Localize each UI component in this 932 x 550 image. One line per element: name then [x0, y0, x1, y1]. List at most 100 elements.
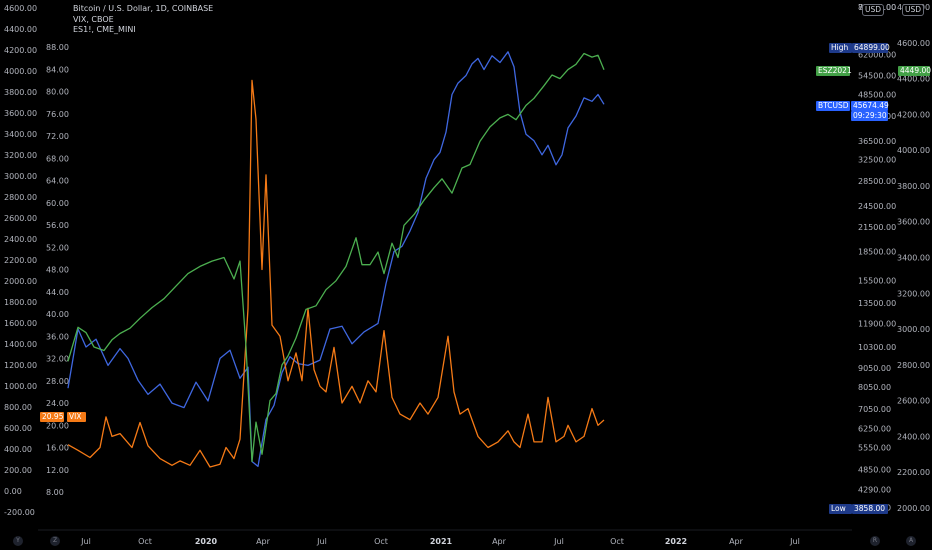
es-axis-tick-3600-00: 3600.00	[897, 218, 930, 227]
es-price-axis[interactable]: 4800.004600.004400.004200.004000.003800.…	[897, 3, 930, 513]
btc-axis-tick-6250-00: 6250.00	[858, 424, 891, 433]
low-label-tag-text: Low	[831, 504, 846, 513]
price-tags: High 64899.00 Low 3858.00 BTCUSD 45674.4909:2…	[40, 43, 931, 514]
time-tick-oct-1: Oct	[138, 537, 152, 546]
time-tick-2022-10: 2022	[665, 537, 687, 546]
btc-axis-tick-5550-00: 5550.00	[858, 444, 891, 453]
left-axis-tick-200-00: 200.00	[4, 466, 32, 475]
vix-axis-tick-64-00: 64.00	[46, 177, 69, 186]
es-value-tag-box	[898, 66, 930, 76]
left-axis-tick-3800-00: 3800.00	[4, 88, 37, 97]
vix-axis-tick-40-00: 40.00	[46, 310, 69, 319]
btc-axis-tick-11900-00: 11900.00	[858, 319, 896, 328]
btc-axis-tick-8050-00: 8050.00	[858, 383, 891, 392]
left-axis-tick-1600-00: 1600.00	[4, 319, 37, 328]
legend-vix[interactable]: VIX, CBOE	[73, 14, 114, 24]
vix-axis-tick-44-00: 44.00	[46, 288, 69, 297]
time-tick-apr-7: Apr	[492, 537, 507, 546]
left-axis-tick-4200-00: 4200.00	[4, 46, 37, 55]
vix-axis-tick-68-00: 68.00	[46, 154, 69, 163]
currency-button-btc[interactable]: USD	[862, 4, 885, 16]
vix-value-tag-text: 20.95	[42, 412, 64, 421]
time-tick-apr-11: Apr	[729, 537, 744, 546]
time-tick-jul-4: Jul	[316, 537, 327, 546]
es-axis-tick-4600-00: 4600.00	[897, 39, 930, 48]
left-axis-tick-1200-00: 1200.00	[4, 361, 37, 370]
left-axis-tick-1400-00: 1400.00	[4, 340, 37, 349]
es-axis-tick-3000-00: 3000.00	[897, 325, 930, 334]
left-axis-tick-1800-00: 1800.00	[4, 298, 37, 307]
legend-btc[interactable]: Bitcoin / U.S. Dollar, 1D, COINBASE	[73, 4, 214, 13]
left-axis-tick-4000-00: 4000.00	[4, 67, 37, 76]
vix-axis-tick-36-00: 36.00	[46, 332, 69, 341]
vix-price-axis[interactable]: 88.00 84.00 80.00 76.00 72.00 68.00 64.00 60.00…	[46, 43, 69, 497]
btc-axis-tick-28500-00: 28500.00	[858, 177, 896, 186]
btc-axis-tick-7050-00: 7050.00	[858, 405, 891, 414]
btc-axis-tick-9050-00: 9050.00	[858, 364, 891, 373]
nav-button-r[interactable]: R	[870, 536, 880, 546]
left-axis-tick-4600-00: 4600.00	[4, 4, 37, 13]
left-axis-tick-2400-00: 2400.00	[4, 235, 37, 244]
btc-axis-tick-54500-00: 54500.00	[858, 71, 896, 80]
vix-value-tag-box	[40, 412, 64, 422]
time-tick-oct-5: Oct	[374, 537, 388, 546]
low-label-tag-box	[829, 504, 852, 514]
vix-axis-tick-60-00: 60.00	[46, 199, 69, 208]
high-label-tag-text: High	[831, 43, 848, 52]
vix-axis-tick-8-00: 8.00	[46, 488, 64, 497]
time-tick-jul-8: Jul	[553, 537, 564, 546]
chart-legend: Bitcoin / U.S. Dollar, 1D, COINBASE VIX,…	[73, 4, 213, 36]
left-axis-tick-200-00: -200.00	[4, 508, 35, 517]
high-value-tag-text: 64899.00	[854, 43, 890, 52]
left-axis-tick-2000-00: 2000.00	[4, 277, 37, 286]
vix-axis-tick-20-00: 20.00	[46, 421, 69, 430]
left-axis-tick-3000-00: 3000.00	[4, 172, 37, 181]
time-tick-jul-0: Jul	[80, 537, 91, 546]
btc-axis-tick-10300-00: 10300.00	[858, 343, 896, 352]
vix-axis-tick-24-00: 24.00	[46, 399, 69, 408]
es-label-tag-box	[816, 66, 850, 76]
nav-button-a[interactable]: A	[906, 536, 916, 546]
btc-axis-tick-24500-00: 24500.00	[858, 202, 896, 211]
vix-axis-tick-56-00: 56.00	[46, 221, 69, 230]
es-axis-tick-4000-00: 4000.00	[897, 146, 930, 155]
vix-axis-tick-52-00: 52.00	[46, 243, 69, 252]
es-label-tag-text: ESZ2021	[818, 66, 852, 75]
nav-button-y[interactable]: Y	[13, 536, 23, 546]
series-line-bitcoin-u-s-dollar	[67, 51, 605, 468]
es-axis-tick-2000-00: 2000.00	[897, 504, 930, 513]
series-layer	[67, 51, 605, 468]
left-price-axis[interactable]: 4600.00 4400.00 4200.00 4000.00 3800.00 3600.…	[4, 4, 37, 517]
es-axis-tick-3800-00: 3800.00	[897, 182, 930, 191]
btc-axis-tick-4850-00: 4850.00	[858, 466, 891, 475]
btc-axis-tick-21500-00: 21500.00	[858, 223, 896, 232]
currency-button-es[interactable]: USD	[902, 4, 925, 16]
left-axis-tick-0-00: 0.00	[4, 487, 22, 496]
high-value-tag-box	[852, 43, 888, 53]
left-axis-tick-4400-00: 4400.00	[4, 25, 37, 34]
left-axis-tick-800-00: 800.00	[4, 403, 32, 412]
vix-axis-tick-48-00: 48.00	[46, 266, 69, 275]
btc-axis-tick-4290-00: 4290.00	[858, 486, 891, 495]
left-axis-tick-2800-00: 2800.00	[4, 193, 37, 202]
vix-label-tag-box	[67, 412, 86, 422]
es-axis-tick-3200-00: 3200.00	[897, 289, 930, 298]
legend-es[interactable]: ES1!, CME_MINI	[73, 25, 136, 34]
btc-axis-tick-62000-00: 62000.00	[858, 50, 896, 59]
time-axis[interactable]: Jul Oct 2020 Apr Jul Oct 2021 Apr Jul Oct 2022 Apr J…	[38, 529, 852, 546]
es-axis-tick-2200-00: 2200.00	[897, 468, 930, 477]
vix-axis-tick-28-00: 28.00	[46, 377, 69, 386]
vix-axis-tick-16-00: 16.00	[46, 444, 69, 453]
low-value-tag-box	[852, 504, 888, 514]
btc-axis-tick-15500-00: 15500.00	[858, 276, 896, 285]
es-value-tag-text: 4449.00	[900, 66, 931, 75]
low-value-tag-text: 3858.00	[854, 504, 885, 513]
series-line-vix	[67, 79, 605, 468]
btc-axis-tick-18500-00: 18500.00	[858, 248, 896, 257]
nav-button-z[interactable]: Z	[50, 536, 60, 546]
left-axis-tick-3600-00: 3600.00	[4, 109, 37, 118]
time-tick-2021-6: 2021	[430, 537, 453, 546]
btcusd-value-tag-box	[851, 101, 888, 111]
